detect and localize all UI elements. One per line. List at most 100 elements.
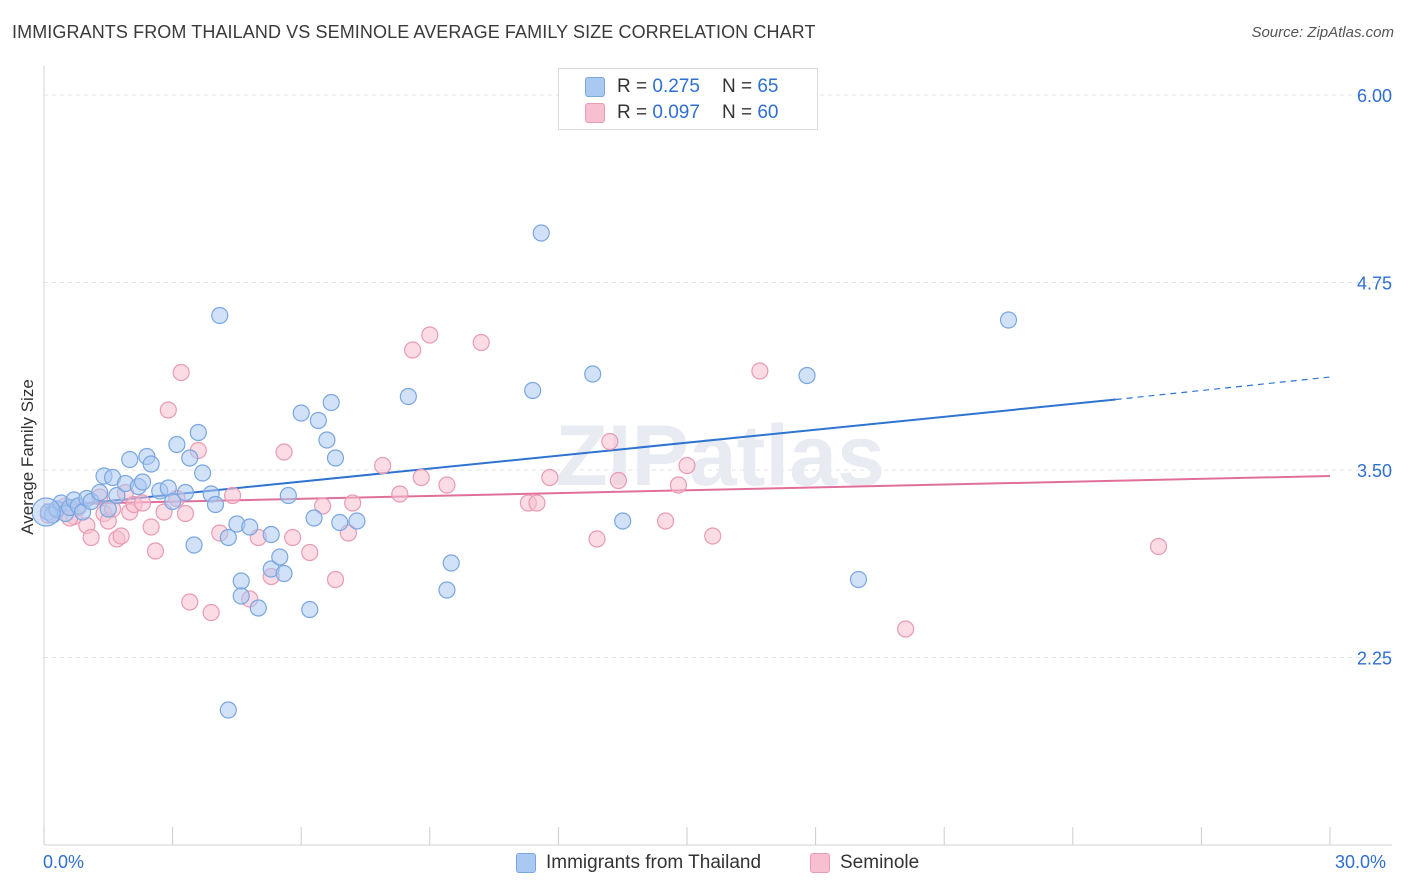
y-tick-label: 3.50 bbox=[1357, 461, 1392, 481]
legend-r-value: 0.097 bbox=[652, 102, 700, 123]
point-thailand bbox=[318, 431, 336, 449]
chart-source: Source: ZipAtlas.com bbox=[1251, 24, 1394, 41]
point-seminole bbox=[541, 468, 559, 487]
point-thailand bbox=[241, 518, 259, 536]
bottom-legend-swatch-pink bbox=[810, 853, 830, 873]
legend-r-label: R = bbox=[617, 102, 648, 123]
legend-n-label: N = bbox=[721, 102, 753, 123]
point-thailand bbox=[292, 404, 310, 422]
point-thailand bbox=[249, 599, 267, 617]
y-tick-label: 4.75 bbox=[1357, 274, 1392, 294]
point-thailand bbox=[584, 365, 602, 383]
point-thailand bbox=[181, 449, 199, 467]
point-thailand bbox=[232, 587, 250, 605]
y-tick-labels: 6.00 4.75 3.50 2.25 bbox=[1357, 86, 1392, 669]
point-seminole bbox=[202, 603, 220, 622]
point-seminole bbox=[404, 341, 422, 359]
point-thailand bbox=[309, 411, 327, 430]
bottom-legend-label: Immigrants from Thailand bbox=[546, 852, 762, 873]
point-thailand bbox=[524, 381, 542, 400]
point-thailand bbox=[348, 512, 366, 530]
trend-line-thailand-extension bbox=[1115, 376, 1331, 401]
point-thailand bbox=[108, 486, 126, 505]
point-thailand bbox=[275, 564, 293, 583]
point-thailand bbox=[532, 224, 550, 242]
point-seminole bbox=[704, 527, 722, 545]
point-thailand bbox=[279, 486, 297, 505]
grid-lines bbox=[44, 94, 1392, 658]
x-axis-min-label: 0.0% bbox=[43, 852, 85, 872]
point-seminole bbox=[181, 593, 199, 611]
point-seminole bbox=[284, 528, 302, 547]
point-thailand bbox=[168, 435, 186, 454]
bottom-legend-thailand: Immigrants from Thailand bbox=[516, 852, 761, 874]
correlation-legend: R = 0.275 N = 65 R = 0.097 N = 60 bbox=[558, 68, 818, 130]
point-seminole bbox=[82, 528, 100, 547]
point-seminole bbox=[412, 468, 430, 487]
point-seminole bbox=[374, 456, 392, 475]
point-thailand bbox=[194, 464, 212, 482]
point-seminole bbox=[172, 363, 190, 382]
point-seminole bbox=[656, 512, 675, 530]
legend-n-value: 65 bbox=[757, 76, 779, 97]
trend-line-thailand bbox=[43, 398, 1116, 509]
point-thailand bbox=[438, 581, 456, 599]
x-axis-max-label: 30.0% bbox=[1335, 852, 1387, 872]
point-seminole bbox=[344, 494, 362, 512]
point-seminole bbox=[112, 527, 130, 545]
legend-r-value: 0.275 bbox=[652, 76, 700, 97]
point-thailand bbox=[133, 473, 152, 491]
legend-swatch-pink bbox=[585, 103, 605, 123]
point-thailand bbox=[219, 528, 237, 547]
point-seminole bbox=[159, 401, 177, 419]
point-seminole bbox=[528, 494, 546, 512]
bottom-legend-swatch-blue bbox=[516, 853, 536, 873]
point-seminole bbox=[275, 443, 293, 461]
legend-row-thailand: R = 0.275 N = 65 bbox=[585, 75, 778, 99]
legend-r-label: R = bbox=[617, 76, 648, 97]
legend-n-value: 60 bbox=[757, 102, 779, 123]
point-thailand bbox=[211, 306, 229, 325]
point-thailand bbox=[442, 554, 460, 572]
trend-lines bbox=[43, 376, 1331, 509]
point-thailand bbox=[206, 495, 225, 514]
chart-title: IMMIGRANTS FROM THAILAND VS SEMINOLE AVE… bbox=[12, 22, 816, 42]
bottom-legend-label: Seminole bbox=[840, 852, 920, 873]
point-seminole bbox=[224, 486, 242, 505]
point-seminole bbox=[601, 432, 619, 451]
point-seminole bbox=[176, 504, 195, 523]
point-seminole bbox=[391, 485, 409, 503]
point-thailand bbox=[91, 483, 109, 502]
axes bbox=[43, 66, 1392, 846]
point-seminole bbox=[133, 494, 152, 512]
point-seminole bbox=[146, 542, 165, 560]
point-seminole bbox=[678, 456, 696, 475]
data-points bbox=[31, 224, 1168, 719]
point-thailand bbox=[798, 366, 816, 385]
point-seminole bbox=[751, 362, 769, 380]
point-seminole bbox=[326, 570, 345, 589]
point-thailand bbox=[232, 572, 250, 590]
y-tick-label: 2.25 bbox=[1357, 649, 1392, 669]
point-thailand bbox=[262, 525, 280, 544]
point-thailand bbox=[614, 512, 632, 530]
point-seminole bbox=[142, 518, 160, 536]
point-seminole bbox=[609, 471, 628, 490]
point-thailand bbox=[322, 393, 340, 412]
point-seminole bbox=[314, 497, 332, 515]
point-seminole bbox=[421, 326, 439, 344]
legend-n-label: N = bbox=[721, 76, 753, 97]
point-thailand bbox=[326, 449, 345, 467]
legend-row-seminole: R = 0.097 N = 60 bbox=[585, 101, 778, 125]
point-thailand bbox=[164, 492, 182, 511]
point-seminole bbox=[472, 333, 490, 352]
point-thailand bbox=[176, 483, 195, 502]
point-seminole bbox=[438, 476, 456, 494]
legend-swatch-blue bbox=[585, 77, 605, 97]
point-thailand bbox=[271, 548, 289, 566]
y-tick-label: 6.00 bbox=[1357, 86, 1392, 106]
point-thailand bbox=[399, 387, 417, 406]
point-thailand bbox=[189, 423, 207, 442]
point-seminole bbox=[897, 620, 915, 638]
